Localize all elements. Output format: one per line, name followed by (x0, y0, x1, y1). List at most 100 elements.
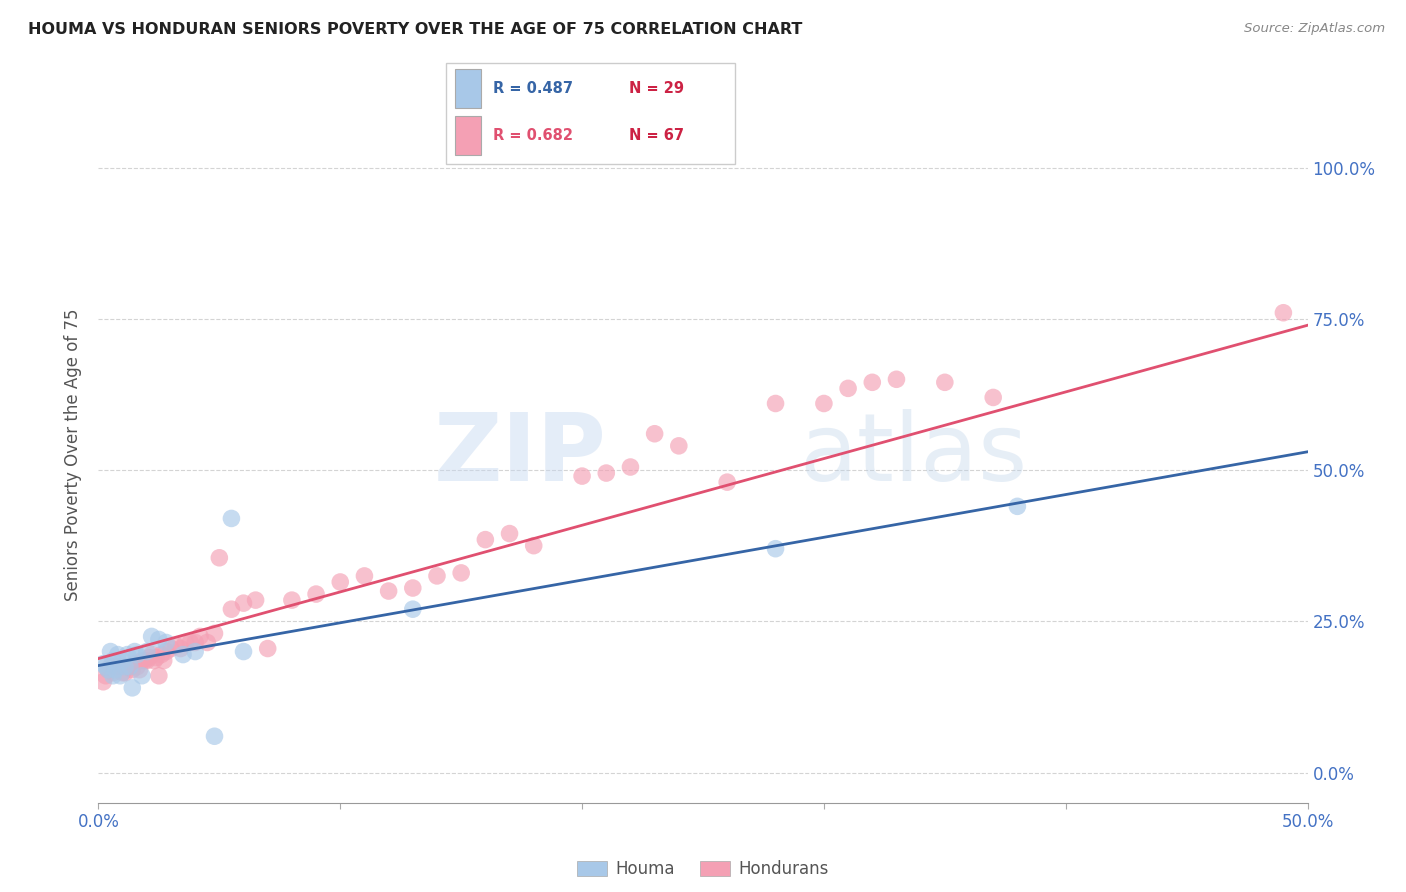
Point (716, 475, 738, 490)
Point (145, 650, 167, 665)
Point (208, 550, 231, 565)
Point (104, 659, 127, 673)
Point (148, 632, 170, 647)
Point (131, 654, 153, 668)
Point (118, 659, 141, 673)
Point (204, 626, 226, 640)
Bar (454, 116, 481, 155)
Point (127, 648, 149, 662)
Point (426, 569, 449, 583)
Point (160, 641, 183, 656)
Point (121, 663, 143, 677)
Point (97, 663, 120, 677)
Point (571, 469, 593, 483)
Point (152, 654, 174, 668)
Point (141, 629, 163, 643)
Point (101, 669, 124, 683)
Point (523, 539, 546, 553)
Point (101, 654, 124, 668)
Point (97, 663, 120, 677)
Point (172, 648, 194, 662)
Point (155, 635, 177, 649)
Point (104, 663, 127, 677)
Point (127, 659, 149, 673)
Point (111, 654, 134, 668)
Point (107, 648, 129, 662)
Point (100, 659, 122, 673)
Point (128, 663, 150, 677)
Point (329, 574, 352, 589)
Text: R = 0.682: R = 0.682 (494, 128, 574, 143)
Point (353, 569, 375, 583)
Point (281, 593, 304, 607)
Point (134, 654, 156, 668)
Point (121, 681, 143, 695)
Point (981, 391, 1004, 405)
Point (155, 644, 177, 658)
Point (184, 635, 207, 649)
Point (117, 648, 139, 662)
Text: N = 29: N = 29 (628, 80, 683, 95)
Point (108, 659, 131, 673)
Point (837, 381, 859, 395)
Legend: Houma, Hondurans: Houma, Hondurans (571, 854, 835, 885)
Point (204, 729, 226, 743)
Bar (454, 69, 481, 108)
Point (114, 659, 136, 673)
Point (474, 533, 496, 547)
Point (619, 460, 641, 475)
Point (118, 659, 141, 673)
Point (232, 596, 254, 610)
Point (256, 641, 278, 656)
Point (94, 659, 117, 673)
Point (114, 665, 136, 680)
Text: Source: ZipAtlas.com: Source: ZipAtlas.com (1244, 22, 1385, 36)
Point (117, 659, 139, 673)
Point (195, 635, 218, 649)
Point (860, 376, 883, 390)
Point (221, 602, 243, 616)
Point (101, 665, 124, 680)
Point (107, 659, 129, 673)
Point (148, 669, 170, 683)
Point (934, 376, 956, 390)
Point (165, 639, 187, 653)
Point (402, 581, 425, 595)
Point (377, 584, 399, 599)
Text: R = 0.487: R = 0.487 (494, 80, 574, 95)
Point (402, 602, 425, 616)
Point (245, 593, 267, 607)
Point (91, 657, 114, 671)
Point (91, 674, 114, 689)
Point (498, 526, 520, 541)
Point (108, 669, 131, 683)
Text: N = 67: N = 67 (628, 128, 683, 143)
Text: atlas: atlas (800, 409, 1028, 501)
Point (124, 644, 146, 658)
Point (221, 511, 243, 525)
Point (174, 635, 197, 649)
Point (135, 654, 157, 668)
Point (644, 426, 666, 441)
Point (886, 372, 908, 386)
Point (188, 629, 211, 643)
Point (94, 669, 117, 683)
Point (179, 635, 201, 649)
Point (450, 566, 472, 580)
Point (1007, 500, 1029, 514)
Point (1272, 306, 1295, 320)
Point (169, 641, 191, 656)
Text: HOUMA VS HONDURAN SENIORS POVERTY OVER THE AGE OF 75 CORRELATION CHART: HOUMA VS HONDURAN SENIORS POVERTY OVER T… (28, 22, 803, 37)
Y-axis label: Seniors Poverty Over the Age of 75: Seniors Poverty Over the Age of 75 (65, 309, 83, 601)
Point (143, 654, 166, 668)
Point (595, 466, 617, 480)
Point (305, 587, 328, 601)
Point (150, 648, 173, 662)
Point (668, 439, 690, 453)
Point (138, 650, 160, 665)
Point (124, 657, 146, 671)
Point (100, 644, 122, 658)
Point (184, 644, 207, 658)
Point (141, 648, 163, 662)
Point (131, 669, 153, 683)
